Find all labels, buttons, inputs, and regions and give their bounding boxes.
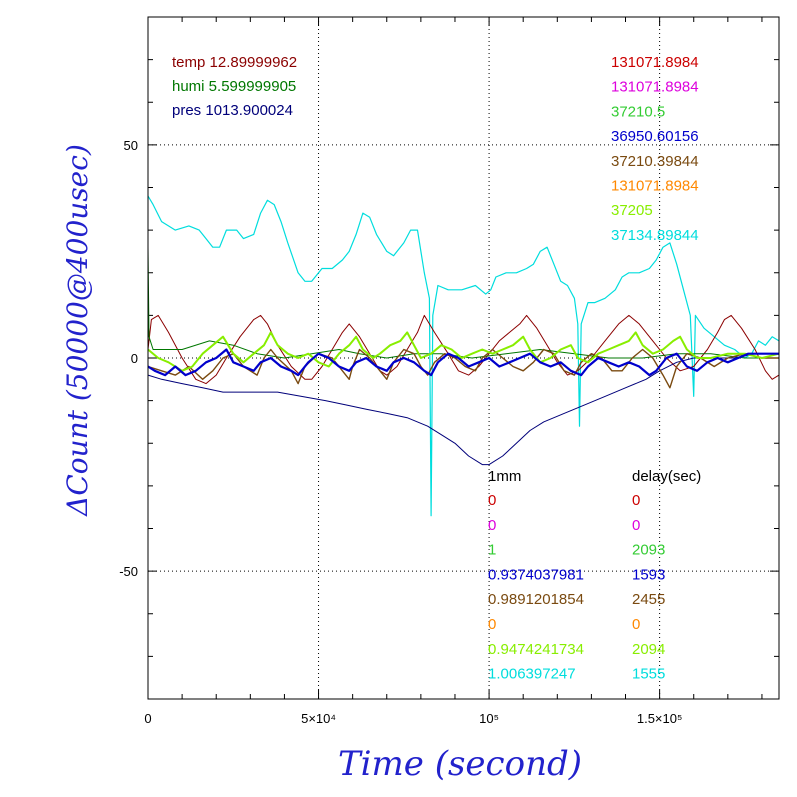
- table-cell-mm: 0: [488, 517, 496, 534]
- x-tick-label: 10⁵: [479, 711, 499, 726]
- right-values: 131071.8984 131071.8984 37210.5 36950.60156…: [611, 54, 699, 244]
- series-lines: [147, 195, 780, 517]
- table-header-delay: delay(sec): [632, 468, 701, 485]
- table-cell-mm: 0.9374037981: [488, 566, 584, 583]
- table-cell-mm: 0: [488, 492, 496, 509]
- series-line-6: [147, 331, 780, 372]
- right-value: 37210.5: [611, 103, 665, 120]
- env-legend: temp 12.89999962 humi 5.599999905 pres 101…: [172, 54, 297, 119]
- table-cell-delay: 2455: [632, 591, 665, 608]
- right-value: 37134.89844: [611, 227, 699, 244]
- table-cell-mm: 0.9891201854: [488, 591, 584, 608]
- right-value: 131071.8984: [611, 79, 699, 96]
- tick-marks: [147, 16, 779, 700]
- table-cell-mm: 1.006397247: [488, 666, 576, 683]
- right-value: 131071.8984: [611, 178, 699, 195]
- y-tick-label: 0: [131, 351, 138, 366]
- series-line-1: [147, 195, 780, 517]
- table-cell-delay: 2093: [632, 542, 665, 559]
- x-tick-label: 0: [144, 711, 151, 726]
- series-line-3: [147, 247, 779, 359]
- table-cell-mm: 0: [488, 616, 496, 633]
- env-legend-entry: pres 1013.900024: [172, 102, 293, 119]
- x-tick-label: 1.5×10⁵: [637, 711, 683, 726]
- tick-labels: 0 5×10⁴ 10⁵ 1.5×10⁵ 50 0 -50: [119, 138, 682, 726]
- right-value: 37205: [611, 202, 653, 219]
- series-line-5: [147, 348, 779, 389]
- table-cell-delay: 1593: [632, 566, 665, 583]
- series-line-2: [147, 314, 780, 385]
- table-cell-delay: 2094: [632, 641, 665, 658]
- table-cell-delay: 1555: [632, 666, 665, 683]
- right-value: 37210.39844: [611, 153, 699, 170]
- delay-table: 1mm delay(sec) 0 0 0 0 1 2093 0.9374037981 1593 0.…: [488, 468, 701, 683]
- table-cell-mm: 0.9474241734: [488, 641, 584, 658]
- plot-frame: [147, 16, 780, 700]
- env-legend-entry: humi 5.599999905: [172, 78, 296, 95]
- table-header-mm: 1mm: [488, 468, 521, 485]
- table-cell-delay: 0: [632, 517, 640, 534]
- series-line-7: [147, 348, 779, 377]
- y-tick-label: -50: [119, 564, 138, 579]
- right-value: 36950.60156: [611, 128, 699, 145]
- table-cell-mm: 1: [488, 542, 496, 559]
- table-cell-delay: 0: [632, 616, 640, 633]
- right-value: 131071.8984: [611, 54, 699, 71]
- table-cell-delay: 0: [632, 492, 640, 509]
- series-line-4: [147, 353, 779, 466]
- y-tick-label: 50: [124, 138, 138, 153]
- env-legend-entry: temp 12.89999962: [172, 54, 297, 71]
- x-axis-title: Time (second): [338, 744, 582, 784]
- y-axis-title: ΔCount (50000@400usec): [61, 144, 94, 517]
- x-tick-label: 5×10⁴: [301, 711, 336, 726]
